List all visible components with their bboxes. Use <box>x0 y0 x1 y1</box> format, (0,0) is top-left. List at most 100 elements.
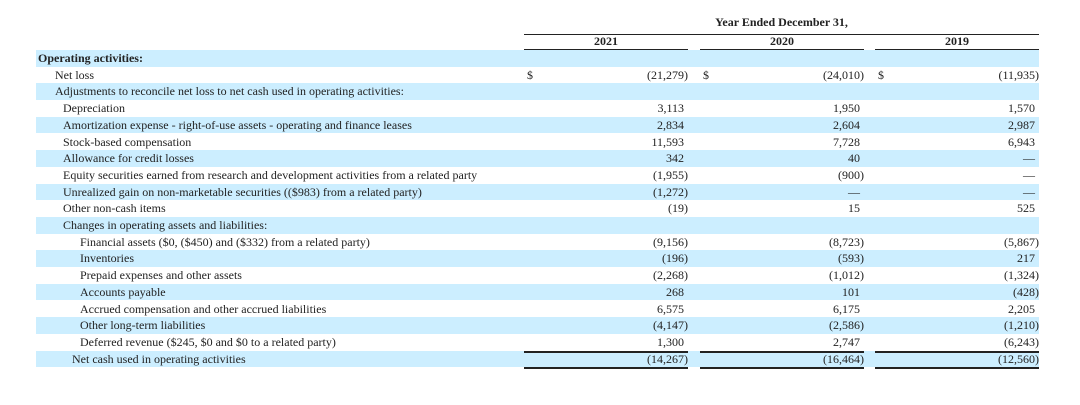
value-2021: (1,272) <box>653 184 688 199</box>
table-row: Operating activities: <box>36 50 1039 67</box>
row-label: Equity securities earned from research a… <box>63 167 478 182</box>
row-label: Prepaid expenses and other assets <box>80 268 242 283</box>
table-row: Accounts payable 268 101 (428) <box>36 283 1039 301</box>
period-rule <box>524 34 1039 35</box>
row-label: Other non-cash items <box>63 201 166 216</box>
row-label: Other long-term liabilities <box>80 318 206 333</box>
value-2021: (19) <box>668 201 688 216</box>
period-title: Year Ended December 31, <box>715 15 848 29</box>
value-2019: 525 <box>1017 201 1035 216</box>
table-row: Allowance for credit losses 342 40 — <box>36 150 1039 167</box>
total-bottom-rule <box>700 367 864 370</box>
value-2020: (593) <box>838 251 864 266</box>
value-2021: 1,300 <box>657 334 684 349</box>
row-label: Deferred revenue ($245, $0 and $0 to a r… <box>80 334 336 349</box>
value-2021: 2,834 <box>657 117 684 132</box>
value-2021: (2,268) <box>653 268 688 283</box>
year-header-2019: 2019 <box>945 34 969 48</box>
value-2021: 3,113 <box>657 101 684 116</box>
value-2021: (21,279) <box>647 67 688 82</box>
value-2020: 6,175 <box>833 301 860 316</box>
value-2021: (1,955) <box>653 167 688 182</box>
value-2020: (2,586) <box>829 318 864 333</box>
value-2020: (16,464) <box>823 351 864 366</box>
value-2019: (1,324) <box>1004 268 1039 283</box>
row-label: Amortization expense - right-of-use asse… <box>63 117 412 132</box>
row-label: Financial assets ($0, ($450) and ($332) … <box>80 234 370 249</box>
value-2021: (196) <box>662 251 688 266</box>
table-row: Stock-based compensation 11,593 7,728 6,943 <box>36 134 1039 151</box>
value-2020: (8,723) <box>829 234 864 249</box>
currency-symbol: $ <box>703 67 709 82</box>
table-row: Other long-term liabilities (4,147) (2,586… <box>36 317 1039 334</box>
total-bottom-rule <box>524 367 688 370</box>
value-2019: 217 <box>1017 251 1035 266</box>
value-2020: 101 <box>842 284 860 299</box>
table-row: Prepaid expenses and other assets (2,268)… <box>36 267 1039 284</box>
value-2021: (4,147) <box>653 318 688 333</box>
row-label: Operating activities: <box>38 51 143 65</box>
value-2020: 15 <box>848 201 860 216</box>
value-2019: (12,560) <box>998 351 1039 366</box>
table-row: Accrued compensation and other accrued l… <box>36 301 1039 318</box>
currency-symbol: $ <box>527 67 533 82</box>
value-2021: 342 <box>666 151 684 166</box>
total-top-rule <box>875 350 1039 353</box>
value-2019: 2,205 <box>1008 301 1035 316</box>
table-row: Deferred revenue ($245, $0 and $0 to a r… <box>36 334 1039 351</box>
row-label: Unrealized gain on non-marketable securi… <box>63 184 422 199</box>
value-2019: (5,867) <box>1004 234 1039 249</box>
row-label: Adjustments to reconcile net loss to net… <box>55 84 404 99</box>
total-top-rule <box>524 350 688 353</box>
year-header-2020: 2020 <box>770 34 794 48</box>
table-row: Changes in operating assets and liabilit… <box>36 217 1039 234</box>
value-2019: (6,243) <box>1004 334 1039 349</box>
value-2020: (900) <box>838 167 864 182</box>
table-row: Net cash used in operating activities (14… <box>36 350 1039 368</box>
value-2019: 6,943 <box>1008 134 1035 149</box>
row-label: Depreciation <box>63 101 125 116</box>
value-2020: — <box>848 184 860 199</box>
value-2021: (14,267) <box>647 351 688 366</box>
value-2021: 6,575 <box>657 301 684 316</box>
row-label: Changes in operating assets and liabilit… <box>63 218 268 232</box>
value-2020: (1,012) <box>829 268 864 283</box>
value-2020: 2,747 <box>833 334 860 349</box>
row-label: Net loss <box>55 67 94 82</box>
year-header-2021: 2021 <box>594 34 618 48</box>
table-row: Equity securities earned from research a… <box>36 167 1039 184</box>
value-2019: (428) <box>1013 284 1039 299</box>
row-label: Net cash used in operating activities <box>72 351 246 366</box>
value-2019: — <box>1023 151 1035 166</box>
table-row: Amortization expense - right-of-use asse… <box>36 116 1039 134</box>
value-2021: 11,593 <box>651 134 684 149</box>
value-2020: (24,010) <box>823 67 864 82</box>
value-2020: 2,604 <box>833 117 860 132</box>
table-row: Financial assets ($0, ($450) and ($332) … <box>36 234 1039 251</box>
table-row: Depreciation 3,113 1,950 1,570 <box>36 100 1039 117</box>
currency-symbol: $ <box>878 67 884 82</box>
row-label: Accrued compensation and other accrued l… <box>80 301 327 316</box>
value-2021: 268 <box>666 284 684 299</box>
value-2021: (9,156) <box>653 234 688 249</box>
table-row: Adjustments to reconcile net loss to net… <box>36 83 1039 101</box>
value-2019: — <box>1023 184 1035 199</box>
row-label: Inventories <box>80 251 134 266</box>
table-row: Net loss $ $ $ (21,279) (24,010) (11,935) <box>36 67 1039 84</box>
value-2019: (11,935) <box>998 67 1039 82</box>
value-2019: — <box>1023 167 1035 182</box>
value-2020: 1,950 <box>833 101 860 116</box>
value-2020: 40 <box>848 151 860 166</box>
row-label: Accounts payable <box>80 284 166 299</box>
value-2019: 1,570 <box>1008 101 1035 116</box>
total-top-rule <box>700 350 864 353</box>
row-label: Allowance for credit losses <box>63 151 194 166</box>
table-row: Other non-cash items (19) 15 525 <box>36 200 1039 217</box>
row-label: Stock-based compensation <box>63 134 192 149</box>
value-2020: 7,728 <box>833 134 860 149</box>
total-bottom-rule <box>875 367 1039 370</box>
table-row: Unrealized gain on non-marketable securi… <box>36 183 1039 201</box>
value-2019: 2,987 <box>1008 117 1035 132</box>
table-row: Inventories (196) (593) 217 <box>36 250 1039 268</box>
value-2019: (1,210) <box>1004 318 1039 333</box>
